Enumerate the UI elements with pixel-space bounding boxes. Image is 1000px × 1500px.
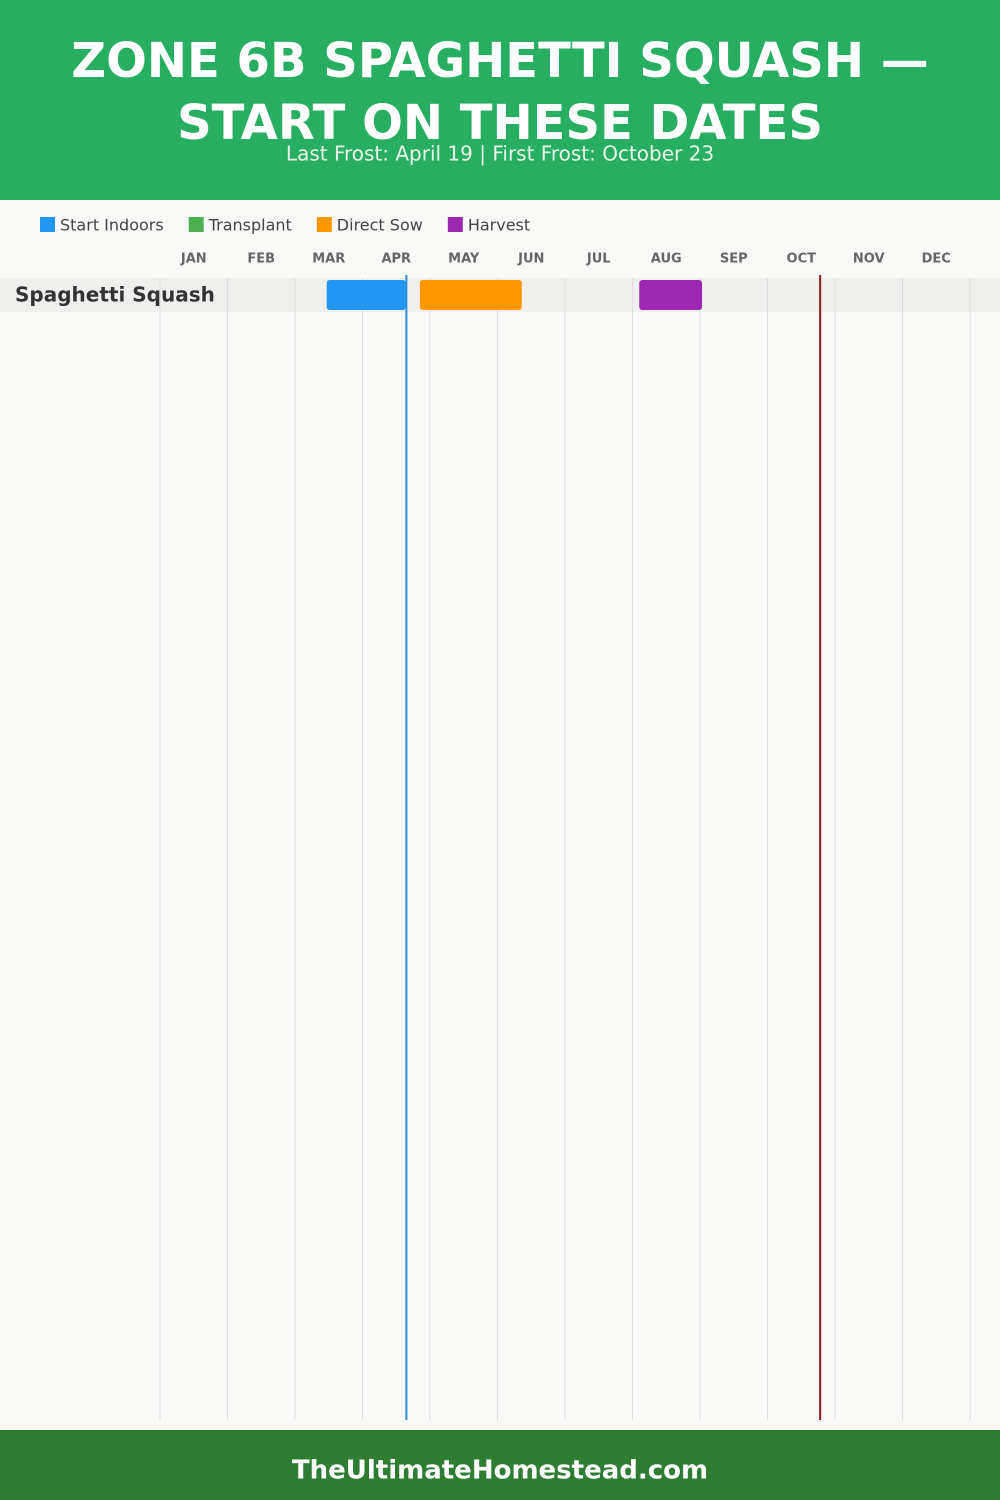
title-line: ZONE 6B SPAGHETTI SQUASH —	[71, 33, 928, 89]
legend-swatch	[40, 217, 55, 232]
month-label: SEP	[720, 252, 748, 267]
chart-background	[0, 200, 1000, 1430]
legend-label: Start Indoors	[60, 216, 164, 235]
month-label: JUL	[586, 252, 611, 267]
legend-label: Direct Sow	[337, 216, 423, 235]
month-label: MAY	[448, 252, 480, 267]
legend-swatch	[316, 217, 332, 232]
legend-swatch	[188, 217, 204, 232]
bar	[639, 280, 703, 310]
month-label: DEC	[922, 252, 951, 267]
month-label: FEB	[247, 252, 275, 267]
month-label: AUG	[651, 252, 682, 267]
subtitle: Last Frost: April 19 | First Frost: Octo…	[286, 142, 714, 166]
month-label: OCT	[787, 252, 817, 267]
title-line: START ON THESE DATES	[177, 95, 823, 151]
month-label: APR	[381, 252, 411, 267]
month-label: NOV	[853, 252, 885, 267]
legend-label: Transplant	[208, 216, 292, 235]
bar	[419, 280, 522, 310]
legend-label: Harvest	[468, 216, 530, 235]
row-label: Spaghetti Squash	[15, 283, 215, 307]
bar	[326, 280, 406, 310]
legend-swatch	[447, 217, 463, 232]
header	[0, 0, 1000, 200]
footer	[0, 1430, 1000, 1500]
month-label: JUN	[517, 252, 544, 267]
month-label: JAN	[180, 252, 207, 267]
footer-text: TheUltimateHomestead.com	[292, 1456, 708, 1486]
month-label: MAR	[312, 252, 345, 267]
